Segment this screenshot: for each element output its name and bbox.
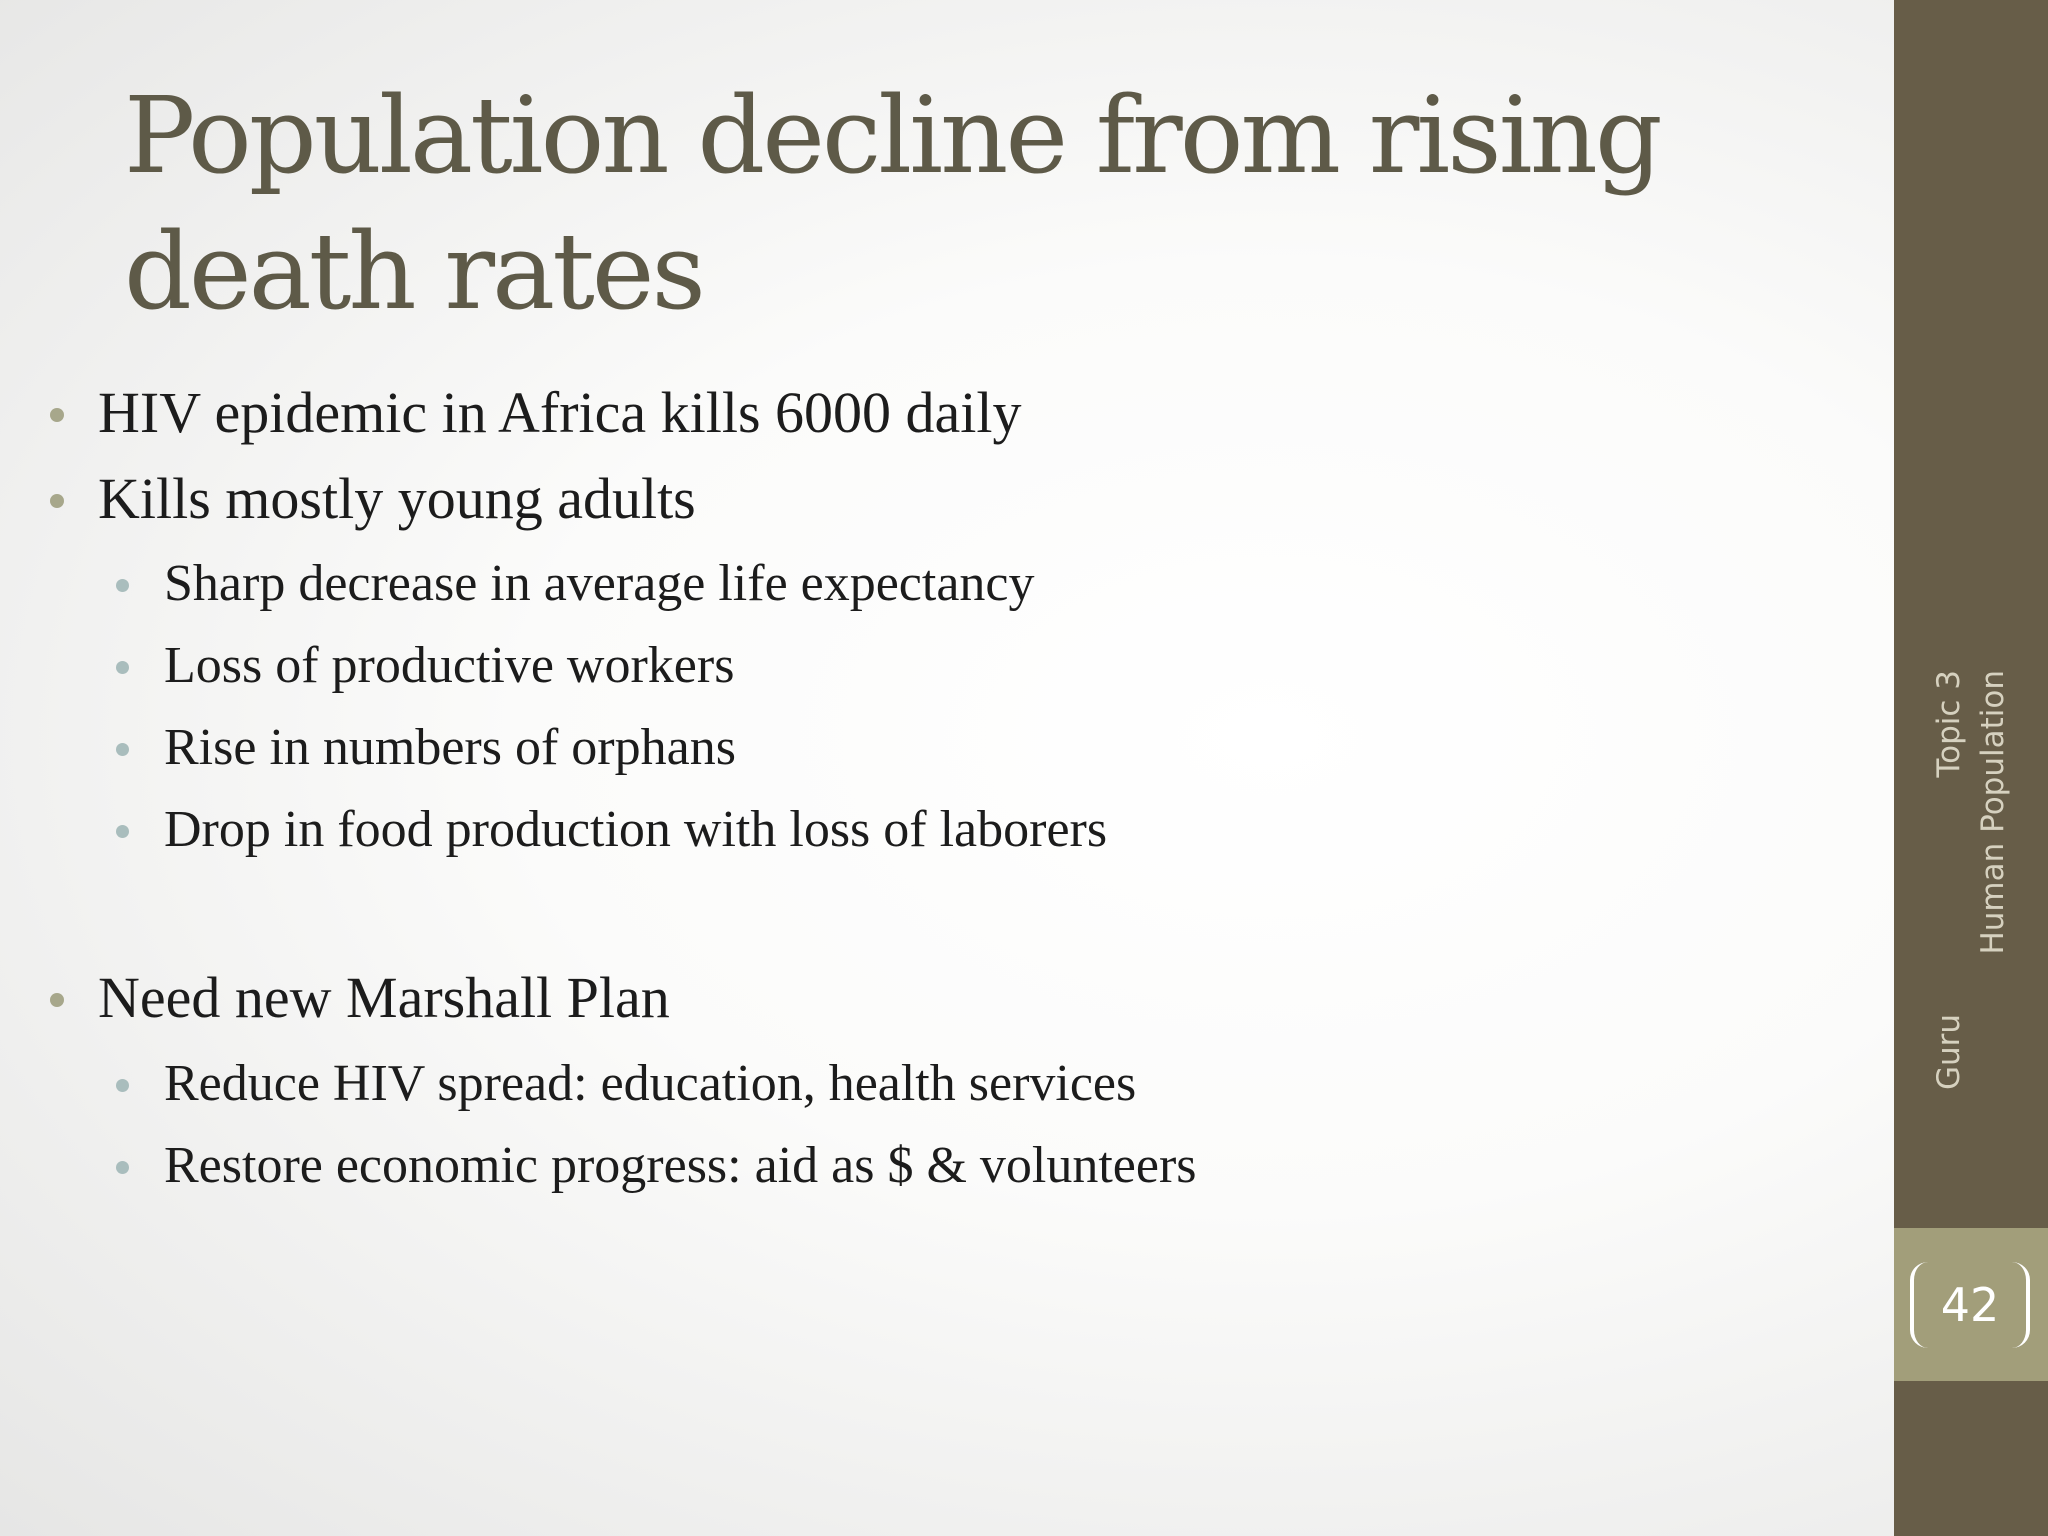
page-number-box: 42	[1894, 1228, 2048, 1381]
footer-author: Guru	[1931, 1013, 1967, 1090]
sub-bullet-item: Drop in food production with loss of lab…	[116, 798, 1108, 862]
page-number: 42	[1910, 1262, 2030, 1348]
sub-bullet-dot-icon	[116, 1079, 129, 1092]
bullet-text: HIV epidemic in Africa kills 6000 daily	[98, 380, 1022, 445]
bullet-text: Kills mostly young adults	[98, 466, 696, 531]
sub-bullet-text: Sharp decrease in average life expectanc…	[164, 555, 1035, 612]
sub-bullet-item: Restore economic progress: aid as $ & vo…	[116, 1134, 1197, 1198]
bullet-dot-icon	[50, 408, 64, 422]
sub-bullet-text: Restore economic progress: aid as $ & vo…	[164, 1137, 1197, 1194]
sub-bullet-item: Loss of productive workers	[116, 634, 735, 698]
sub-bullet-dot-icon	[116, 825, 129, 838]
bullet-dot-icon	[50, 494, 64, 508]
footer-topic: Topic 3	[1931, 670, 1967, 778]
sub-bullet-dot-icon	[116, 1161, 129, 1174]
footer-subject: Human Population	[1975, 670, 2011, 955]
sidebar: Guru Topic 3 Human Population 42	[1894, 0, 2048, 1536]
sub-bullet-dot-icon	[116, 579, 129, 592]
sub-bullet-dot-icon	[116, 743, 129, 756]
bullet-item: Kills mostly young adults	[50, 464, 696, 534]
slide-title: Population decline from rising death rat…	[124, 74, 1663, 333]
sub-bullet-text: Loss of productive workers	[164, 637, 735, 694]
sub-bullet-item: Sharp decrease in average life expectanc…	[116, 552, 1035, 616]
bullet-item: HIV epidemic in Africa kills 6000 daily	[50, 378, 1022, 448]
bullet-dot-icon	[50, 993, 64, 1007]
sub-bullet-dot-icon	[116, 661, 129, 674]
bullet-text: Need new Marshall Plan	[98, 965, 670, 1030]
bullet-item: Need new Marshall Plan	[50, 963, 670, 1033]
sub-bullet-item: Rise in numbers of orphans	[116, 716, 736, 780]
bullet-list: HIV epidemic in Africa kills 6000 daily …	[50, 378, 1197, 1198]
sub-bullet-item: Reduce HIV spread: education, health ser…	[116, 1052, 1137, 1116]
sub-bullet-text: Reduce HIV spread: education, health ser…	[164, 1055, 1137, 1112]
sub-bullet-text: Rise in numbers of orphans	[164, 719, 736, 776]
sub-bullet-text: Drop in food production with loss of lab…	[164, 801, 1108, 858]
